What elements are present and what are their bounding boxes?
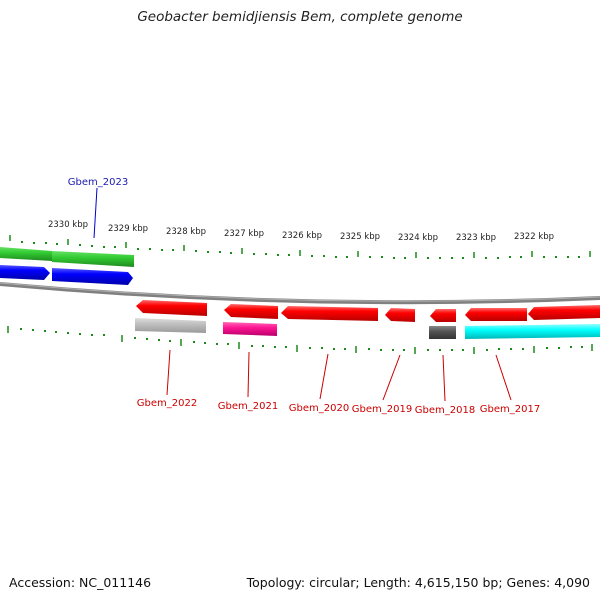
scale-label: 2329 kbp [108,224,148,234]
genome-backbone [0,282,600,305]
gene-label-gbem-2019[interactable]: Gbem_2019 [352,404,412,415]
red-gene-track [136,300,600,322]
green-feature[interactable] [52,251,134,267]
gene-gbem-2020[interactable] [281,306,378,321]
scale-labels: 2330 kbp 2329 kbp 2328 kbp 2327 kbp 2326… [48,220,554,243]
gene-label-gbem-2022[interactable]: Gbem_2022 [137,398,197,409]
blue-gene-track [0,265,133,285]
genome-backbone-highlight [0,282,600,302]
scale-label: 2325 kbp [340,232,380,242]
gene-label-gbem-2017[interactable]: Gbem_2017 [480,404,540,415]
map-title: Geobacter bemidjiensis Bem, complete gen… [137,9,463,25]
scale-label: 2328 kbp [166,227,206,237]
gene-label-gbem-2023[interactable]: Gbem_2023 [68,177,128,188]
scale-label: 2324 kbp [398,233,438,243]
gene-gbem-2019[interactable] [385,308,415,322]
green-feature-track [0,247,134,267]
feature-track [135,318,600,339]
scale-label: 2330 kbp [48,220,88,230]
gene-gbem-2018[interactable] [430,309,456,322]
gene-gbem-2016[interactable] [528,305,600,320]
outer-tick-track [9,235,591,259]
scale-label: 2327 kbp [224,229,264,239]
inner-tick-track [7,326,593,354]
gene-label-gbem-2020[interactable]: Gbem_2020 [289,403,349,414]
gene-label-gbem-2018[interactable]: Gbem_2018 [415,405,475,416]
gene-label-gbem-2021[interactable]: Gbem_2021 [218,401,278,412]
gene-gbem-2017[interactable] [465,308,527,321]
scale-label: 2323 kbp [456,233,496,243]
gene-gbem-2024[interactable] [0,265,50,280]
gene-gbem-2021[interactable] [224,304,278,319]
gene-gbem-2022[interactable] [136,300,207,316]
scale-label: 2322 kbp [514,232,554,242]
cyan-feature[interactable] [465,324,600,339]
genome-summary-text: Topology: circular; Length: 4,615,150 bp… [246,575,590,590]
dark-feature[interactable] [429,326,456,339]
gene-labels: Gbem_2023 Gbem_2022 Gbem_2021 Gbem_2020 … [68,177,540,416]
green-feature[interactable] [0,247,52,261]
accession-text: Accession: NC_011146 [9,575,152,590]
gray-feature[interactable] [135,318,206,333]
gene-gbem-2023[interactable] [52,268,133,285]
scale-label: 2326 kbp [282,231,322,241]
magenta-feature[interactable] [223,322,277,336]
